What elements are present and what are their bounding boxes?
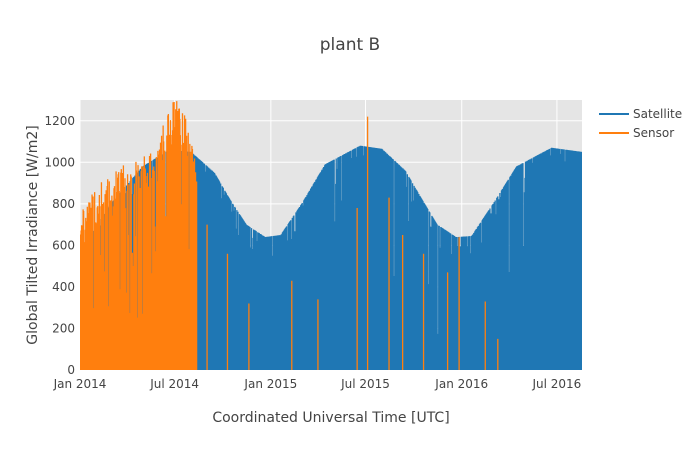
y-axis-title: Global Tilted Irradiance [W/m2] <box>25 125 41 344</box>
legend: Satellite Sensor <box>599 107 682 140</box>
x-tick-label: Jul 2016 <box>531 377 581 391</box>
sensor-line <box>80 101 499 370</box>
sensor-series <box>80 101 499 370</box>
y-tick-label: 1200 <box>44 114 75 128</box>
legend-sensor-label[interactable]: Sensor <box>633 126 674 140</box>
x-tick-label: Jan 2014 <box>53 377 107 391</box>
x-axis-title: Coordinated Universal Time [UTC] <box>212 410 449 426</box>
axis-layer: 0 200 400 600 800 1000 1200 Jan 2014 Jul 2014 Jan… <box>44 114 581 391</box>
y-tick-label: 0 <box>67 363 75 377</box>
y-tick-label: 600 <box>52 238 75 252</box>
legend-satellite-label[interactable]: Satellite <box>633 107 682 121</box>
x-tick-label: Jul 2015 <box>340 377 390 391</box>
y-tick-label: 400 <box>52 280 75 294</box>
x-tick-label: Jan 2015 <box>243 377 297 391</box>
y-tick-label: 200 <box>52 321 75 335</box>
y-tick-label: 800 <box>52 197 75 211</box>
y-tick-label: 1000 <box>44 155 75 169</box>
x-tick-label: Jan 2016 <box>434 377 488 391</box>
x-tick-label: Jul 2014 <box>149 377 199 391</box>
chart-title: plant B <box>320 35 380 55</box>
